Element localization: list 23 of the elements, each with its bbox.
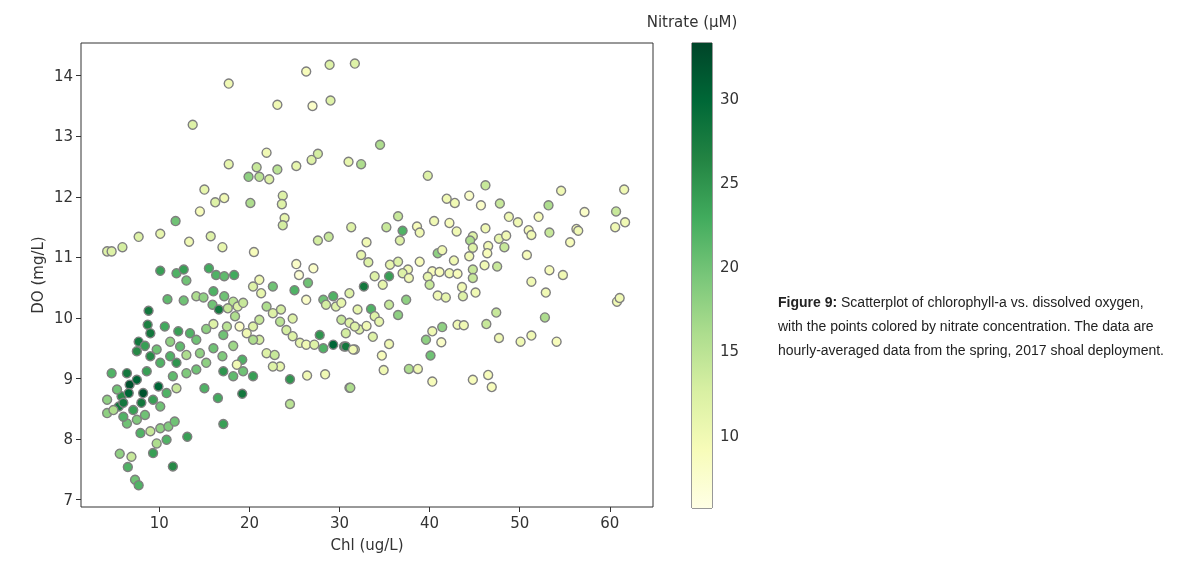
color-bar-label: 30 [720,89,740,108]
y-tick-label: 9 [63,369,73,388]
y-axis-title: DO (mg/L) [28,236,47,314]
x-tick-label: 50 [510,513,530,532]
color-bar-label: 20 [720,258,740,277]
y-tick-label: 13 [53,127,73,146]
x-tick-label: 10 [149,513,169,532]
color-bar-label: 10 [720,426,740,445]
x-tick-label: 30 [329,513,350,532]
x-tick-label: 60 [600,513,620,532]
x-tick-label: 40 [420,513,440,532]
y-tick-label: 11 [53,248,73,267]
x-axis-title: Chl (ug/L) [330,535,404,554]
color-bar-label: 25 [720,173,740,192]
x-tick-label: 20 [239,513,259,532]
y-tick-label: 8 [63,430,73,449]
color-bar-label: 15 [720,342,740,361]
y-tick-label: 7 [63,490,73,509]
color-bar-title: Nitrate (µM) [646,12,738,31]
y-tick-label: 12 [53,187,73,206]
y-tick-label: 14 [53,66,73,85]
y-tick-label: 10 [53,309,73,328]
caption: Figure 9: Scatterplot of chlorophyll-a vs. dissolved oxygen, with the points colored by nitrate concentration. The data are hourly-averaged data from the spring, 2017 shoal deployment. [778,294,1165,358]
